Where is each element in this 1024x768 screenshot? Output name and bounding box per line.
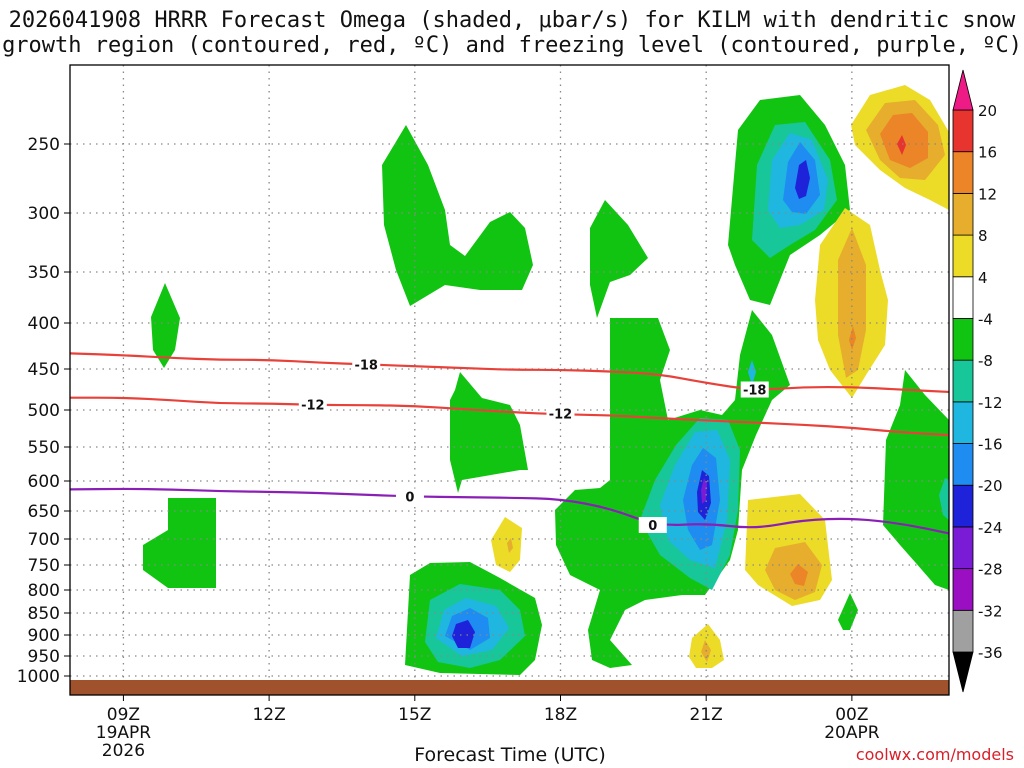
plot-frame [69, 64, 950, 696]
omega-blob-sink-400mb-00z-orange [838, 228, 866, 378]
x-tick-label-00Z: 00Z [835, 705, 868, 725]
colorbar-segment-10 [952, 192, 974, 236]
colorbar-segment-3 [952, 484, 974, 528]
y-tick-label-900: 900 [28, 626, 60, 646]
omega-blob-upper-22z-core [795, 160, 810, 199]
omega-blob-sink-750mb-23z-dorange [790, 564, 808, 586]
y-tick-label-550: 550 [28, 438, 60, 458]
colorbar-label--28: -28 [978, 561, 1003, 579]
y-tick-label-650: 650 [28, 502, 60, 522]
colorbar-label-16: 16 [978, 144, 997, 162]
colorbar-label-8: 8 [978, 227, 988, 245]
omega-blob-main-21z-dark [701, 478, 707, 504]
colorbar-segment-6 [952, 359, 974, 403]
contour-label-0-1: 0 [648, 519, 657, 534]
omega-shading [143, 85, 949, 675]
colorbar-segment-5 [952, 401, 974, 444]
colorbar-label--32: -32 [978, 602, 1003, 620]
colorbar-label--24: -24 [978, 519, 1003, 537]
y-tick-label-350: 350 [28, 263, 60, 283]
x-tick-label-18Z: 18Z [544, 705, 577, 725]
x-tick-date-09Z: 19APR [96, 723, 152, 743]
colorbar-label--20: -20 [978, 477, 1003, 495]
chart-title-line-2: growth region (contoured, red, ºC) and f… [2, 33, 1022, 58]
ground-surface [70, 680, 949, 695]
contour-label--12-0: -12 [301, 398, 325, 413]
colorbar-label-12: 12 [978, 185, 997, 203]
colorbar-label--8: -8 [978, 352, 993, 370]
y-tick-label-400: 400 [28, 314, 60, 334]
colorbar-segment-0 [952, 609, 974, 653]
omega-blob-sink-250mb-01z-red [897, 135, 906, 155]
colorbar-segment-4 [952, 443, 974, 486]
y-tick-label-300: 300 [28, 204, 60, 224]
y-tick-label-450: 450 [28, 360, 60, 380]
omega-blob-sink-700mb-17z [491, 517, 522, 572]
y-tick-label-700: 700 [28, 530, 60, 550]
x-tick-label-12Z: 12Z [252, 705, 285, 725]
grid-lines [70, 65, 949, 695]
colorbar-label--12: -12 [978, 394, 1003, 412]
contour-label--12-1: -12 [549, 408, 573, 423]
omega-blob-upper-15z [382, 125, 533, 306]
y-tick-label-600: 600 [28, 472, 60, 492]
contour-label-bg--12-0 [298, 396, 327, 413]
omega-blob-400mb-10z [151, 283, 180, 368]
contour-label-bg--12-1 [546, 405, 575, 422]
omega-blob-upper-19z [590, 200, 648, 318]
y-tick-label-250: 250 [28, 135, 60, 155]
contour-label-bg-0-0 [395, 488, 424, 505]
colorbar-label-20: 20 [978, 102, 997, 120]
colorbar-segment-2 [952, 526, 974, 570]
x-tick-label-15Z: 15Z [398, 705, 431, 725]
contour-label--18-0: -18 [354, 358, 378, 373]
contour-label-0-0: 0 [405, 491, 414, 506]
credit-link[interactable]: coolwx.com/models [855, 745, 1014, 764]
y-tick-label-800: 800 [28, 581, 60, 601]
y-axis: 2503003504004505005506006507007508008509… [17, 135, 70, 687]
contour-0-2 [70, 487, 949, 535]
colorbar-segment-9 [952, 234, 974, 278]
y-tick-label-750: 750 [28, 556, 60, 576]
x-tick-year-09Z: 2026 [102, 741, 145, 761]
contour--12-1 [70, 396, 949, 437]
x-tick-label-21Z: 21Z [690, 705, 723, 725]
contour-label-bg--18-0 [352, 356, 381, 373]
contour-label--18-1: -18 [743, 384, 767, 399]
omega-blob-small-850mb-00z [838, 593, 858, 630]
contour-lines: -18 -18 -12 -12 0 0 [70, 352, 949, 535]
omega-blob-sink-700mb-17z-orange [507, 538, 513, 553]
y-tick-label-500: 500 [28, 401, 60, 421]
omega-blob-right-01z-teal [939, 478, 949, 520]
colorbar-high-arrow [952, 69, 974, 111]
colorbar-segment-1 [952, 568, 974, 611]
contour-label-bg--18-1 [740, 381, 769, 398]
y-tick-label-1000: 1000 [17, 667, 60, 687]
x-axis-label: Forecast Time (UTC) [414, 744, 606, 766]
chart-title-line-1: 2026041908 HRRR Forecast Omega (shaded, … [8, 8, 1016, 33]
y-tick-label-950: 950 [28, 647, 60, 667]
omega-blob-mid-17z [450, 372, 528, 493]
colorbar-segment-12 [952, 109, 974, 153]
omega-colorbar: 20 16 12 8 4 -4 -8 -12 -16 -20 -24 -28 -32 -36 [952, 69, 1003, 693]
x-tick-date-00Z: 20APR [824, 723, 880, 743]
colorbar-label--36: -36 [978, 644, 1003, 662]
contour-label-bg-0-1 [638, 517, 667, 533]
colorbar-segment-7 [952, 318, 974, 361]
colorbar-segment-8 [952, 276, 974, 319]
y-tick-label-850: 850 [28, 604, 60, 624]
x-tick-label-09Z: 09Z [107, 705, 140, 725]
omega-blob-right-01z [883, 370, 949, 590]
colorbar-segment-11 [952, 151, 974, 194]
omega-blob-lower-16z-core [452, 620, 475, 648]
colorbar-label-4: 4 [978, 269, 988, 287]
colorbar-low-arrow [952, 651, 974, 693]
omega-blob-small-cyan-22z [748, 360, 756, 385]
contour--18-0 [70, 352, 949, 394]
colorbar-label--16: -16 [978, 436, 1003, 454]
colorbar-label--4: -4 [978, 310, 993, 328]
